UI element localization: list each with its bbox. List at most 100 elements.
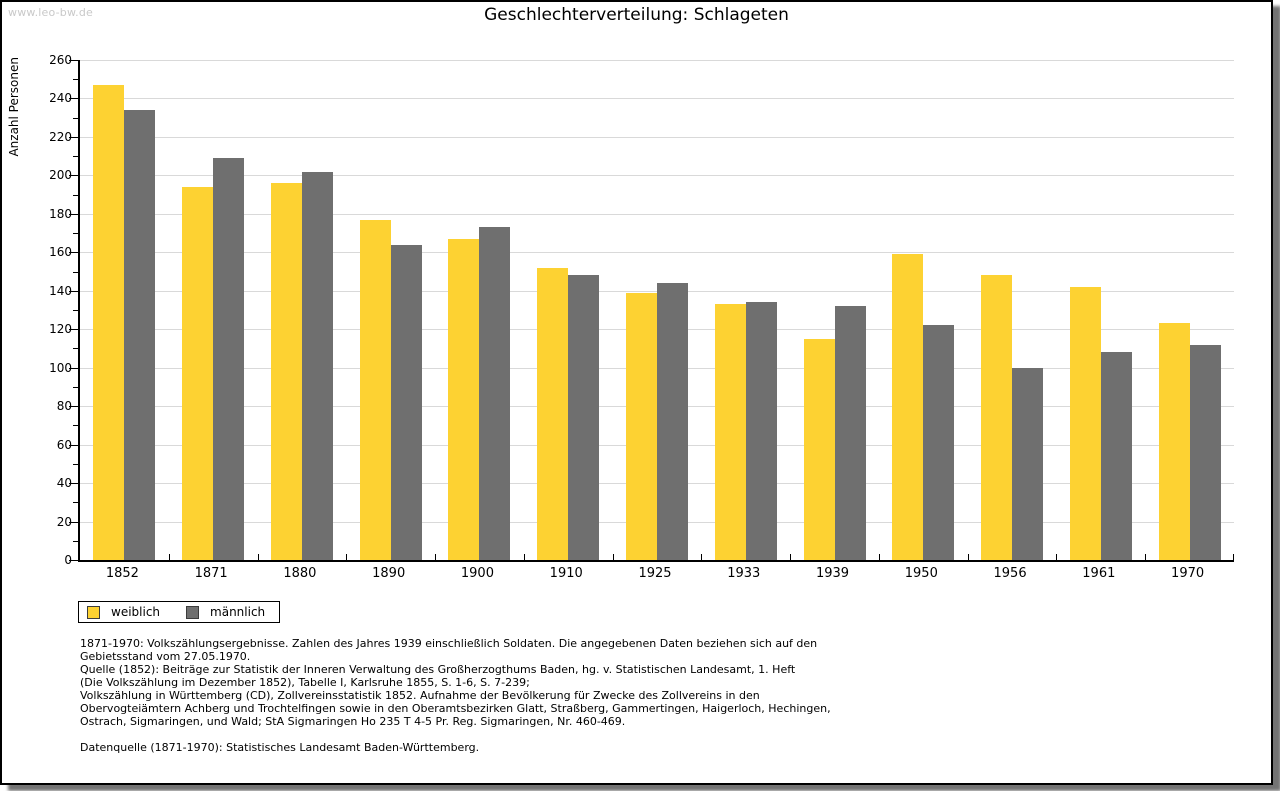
bar-weiblich-1871 <box>182 186 214 560</box>
x-tick-label-1933: 1933 <box>727 566 761 581</box>
bar-weiblich-1900 <box>448 238 480 560</box>
y-tick-label: 140 <box>49 283 72 298</box>
x-tick-label-1950: 1950 <box>904 566 938 581</box>
legend: weiblich männlich <box>78 601 281 623</box>
x-boundary-tick-6 <box>612 554 614 560</box>
footnotes: 1871-1970: Volkszählungsergebnisse. Zahl… <box>80 637 1220 754</box>
y-minor-tick-30 <box>73 502 78 504</box>
y-minor-tick-90 <box>73 386 78 388</box>
legend-item-männlich: männlich <box>186 605 265 619</box>
y-minor-tick-210 <box>73 156 78 158</box>
bar-weiblich-1956 <box>981 275 1013 560</box>
gridline-200 <box>80 175 1234 177</box>
legend-item-weiblich: weiblich <box>87 605 160 619</box>
y-minor-tick-190 <box>73 194 78 196</box>
x-boundary-tick-9 <box>878 554 880 560</box>
y-major-tick-220 <box>69 136 78 138</box>
bar-weiblich-1933 <box>714 304 746 560</box>
bar-männlich-1880 <box>301 171 333 560</box>
bar-männlich-1961 <box>1100 352 1132 560</box>
y-major-tick-180 <box>69 213 78 215</box>
x-boundary-tick-8 <box>790 554 792 560</box>
y-minor-tick-50 <box>73 463 78 465</box>
bar-weiblich-1950 <box>892 254 924 560</box>
bar-weiblich-1890 <box>359 219 391 560</box>
bar-männlich-1910 <box>568 275 600 560</box>
x-tick-label-1939: 1939 <box>815 566 850 581</box>
y-major-tick-20 <box>69 521 78 523</box>
x-boundary-tick-12 <box>1145 554 1147 560</box>
legend-swatch-männlich <box>186 605 200 619</box>
footnote-line-4: (Die Volkszählung im Dezember 1852), Tab… <box>80 676 530 689</box>
y-minor-tick-70 <box>73 425 78 427</box>
gridline-260 <box>80 60 1234 61</box>
x-tick-label-1852: 1852 <box>105 566 139 581</box>
x-tick-label-1910: 1910 <box>549 566 583 581</box>
bar-weiblich-1910 <box>537 267 569 560</box>
footnote-line-5: Volkszählung in Württemberg (CD), Zollve… <box>80 689 760 702</box>
bar-männlich-1956 <box>1012 367 1044 560</box>
bar-männlich-1871 <box>213 158 245 560</box>
x-boundary-tick-13 <box>1233 554 1234 560</box>
footnote-line-6: Obervogteiämtern Achberg und Trochtelfin… <box>80 702 831 715</box>
x-boundary-tick-7 <box>701 554 703 560</box>
bar-weiblich-1880 <box>270 183 302 560</box>
y-major-tick-240 <box>69 98 78 100</box>
x-tick-label-1890: 1890 <box>372 566 406 581</box>
x-boundary-tick-4 <box>435 554 437 560</box>
y-major-tick-40 <box>69 483 78 485</box>
legend-label-männlich: männlich <box>210 605 266 619</box>
y-major-tick-100 <box>69 367 78 369</box>
y-minor-tick-130 <box>73 310 78 311</box>
y-minor-tick-230 <box>73 117 78 119</box>
x-tick-label-1900: 1900 <box>460 566 494 581</box>
bar-männlich-1933 <box>745 302 777 560</box>
x-boundary-tick-10 <box>967 554 969 560</box>
bar-weiblich-1961 <box>1069 286 1101 560</box>
x-boundary-tick-1 <box>168 554 170 560</box>
y-major-tick-120 <box>69 329 78 331</box>
y-major-tick-80 <box>69 406 78 408</box>
bar-weiblich-1852 <box>93 85 125 560</box>
y-minor-tick-150 <box>73 271 78 273</box>
y-major-tick-200 <box>69 175 78 177</box>
plot-area <box>78 60 1234 562</box>
x-boundary-tick-11 <box>1056 554 1058 560</box>
legend-swatch-weiblich <box>87 605 100 619</box>
x-boundary-tick-5 <box>523 554 525 560</box>
bar-männlich-1890 <box>390 244 422 560</box>
y-tick-label: 160 <box>49 245 72 260</box>
datasource-line: Datenquelle (1871-1970): Statistisches L… <box>80 741 480 754</box>
x-boundary-tick-3 <box>346 554 348 560</box>
chart-title: Geschlechterverteilung: Schlageten <box>484 5 789 25</box>
y-tick-label: 180 <box>49 206 72 221</box>
x-tick-label-1956: 1956 <box>993 566 1027 581</box>
y-tick-label: 20 <box>56 514 72 529</box>
gridline-240 <box>80 98 1234 100</box>
x-tick-label-1871: 1871 <box>194 566 228 581</box>
bar-männlich-1852 <box>124 110 156 560</box>
x-tick-label-1961: 1961 <box>1082 566 1116 581</box>
footnote-line-1: 1871-1970: Volkszählungsergebnisse. Zahl… <box>80 637 818 650</box>
y-major-tick-140 <box>69 290 78 292</box>
y-major-tick-160 <box>69 252 78 254</box>
y-tick-label: 40 <box>56 476 72 491</box>
y-tick-label: 240 <box>49 91 72 106</box>
footnote-line-7: Ostrach, Sigmaringen, und Wald; StA Sigm… <box>80 715 626 728</box>
y-major-tick-260 <box>69 60 78 61</box>
gridline-180 <box>80 213 1234 215</box>
bar-weiblich-1925 <box>626 292 657 560</box>
x-boundary-tick-2 <box>257 554 259 560</box>
y-minor-tick-10 <box>73 540 78 542</box>
bar-weiblich-1939 <box>803 338 835 560</box>
gridline-220 <box>80 136 1234 138</box>
y-tick-label: 260 <box>49 53 72 67</box>
x-tick-label-1880: 1880 <box>283 566 317 581</box>
x-tick-label-1970: 1970 <box>1171 566 1205 581</box>
y-tick-label: 60 <box>56 437 72 452</box>
y-tick-label: 80 <box>56 399 72 414</box>
bar-weiblich-1970 <box>1158 323 1190 560</box>
footnote-line-2: Gebietsstand vom 27.05.1970. <box>80 650 251 663</box>
y-tick-label: 120 <box>49 322 72 337</box>
